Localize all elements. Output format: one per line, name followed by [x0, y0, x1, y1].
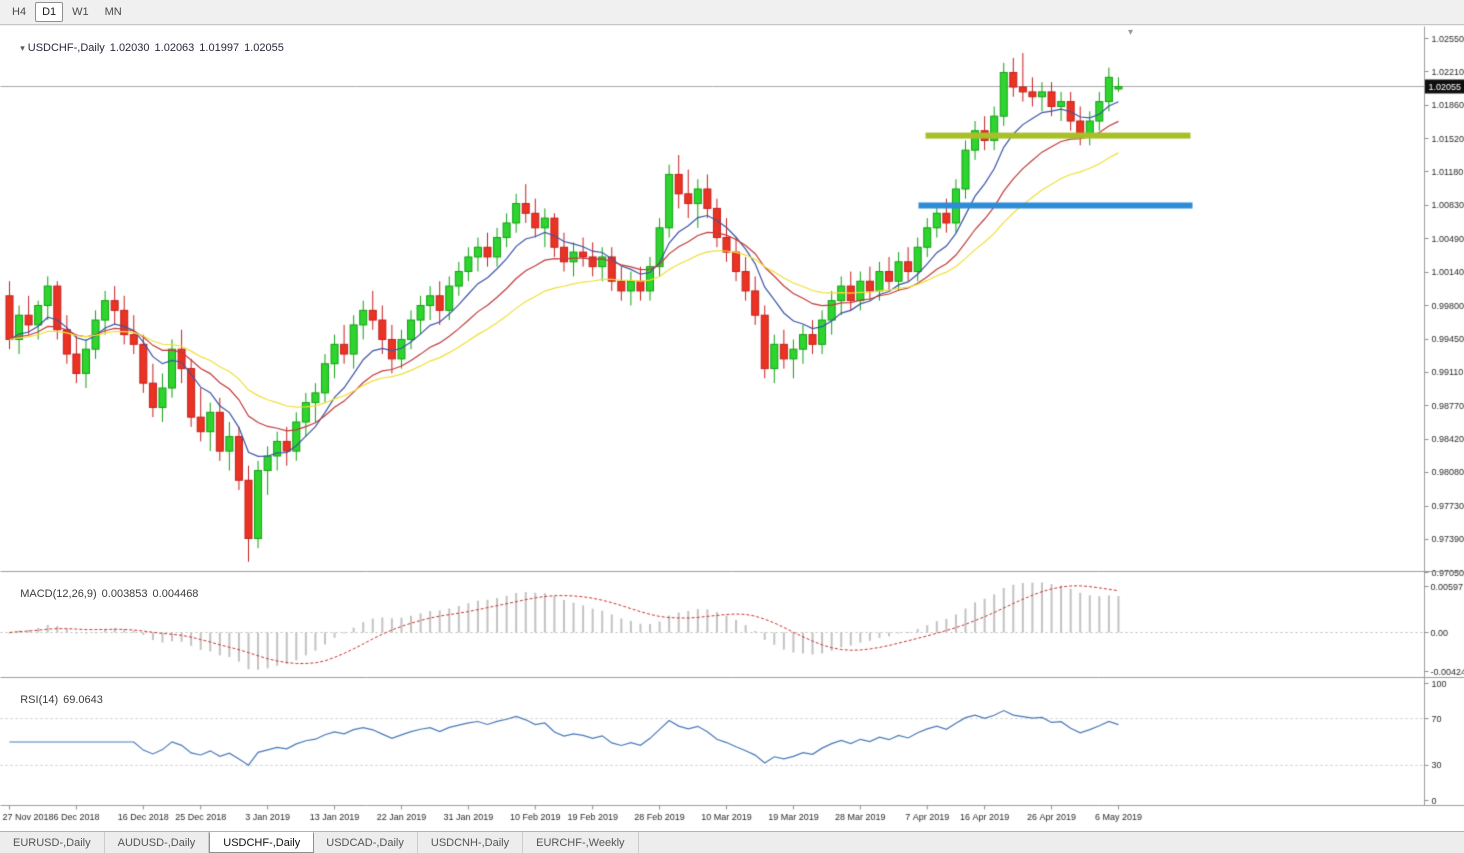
tab-usdcnh-daily[interactable]: USDCNH-,Daily: [418, 832, 524, 853]
timeframe-button-h4[interactable]: H4: [12, 6, 27, 18]
chart-window: ▾ USDCHF-,Daily 1.02030 1.02063 1.01997 1.020…: [0, 26, 1464, 831]
price-chart-canvas[interactable]: [0, 26, 1464, 831]
tab-audusd-daily[interactable]: AUDUSD-,Daily: [105, 832, 210, 853]
tab-usdchf-daily[interactable]: USDCHF-,Daily: [209, 832, 315, 853]
timeframe-button-mn[interactable]: MN: [104, 6, 122, 18]
tab-eurusd-daily[interactable]: EURUSD-,Daily: [0, 832, 105, 853]
tab-bar: EURUSD-,Daily AUDUSD-,Daily USDCHF-,Daily U…: [0, 831, 1464, 853]
tab-usdcad-daily[interactable]: USDCAD-,Daily: [313, 832, 418, 853]
timeframe-button-d1[interactable]: D1: [35, 2, 64, 22]
tab-eurchf-weekly[interactable]: EURCHF-,Weekly: [523, 832, 639, 853]
timeframe-toolbar: H4 D1 W1 MN: [0, 0, 1464, 25]
timeframe-button-w1[interactable]: W1: [72, 6, 89, 18]
